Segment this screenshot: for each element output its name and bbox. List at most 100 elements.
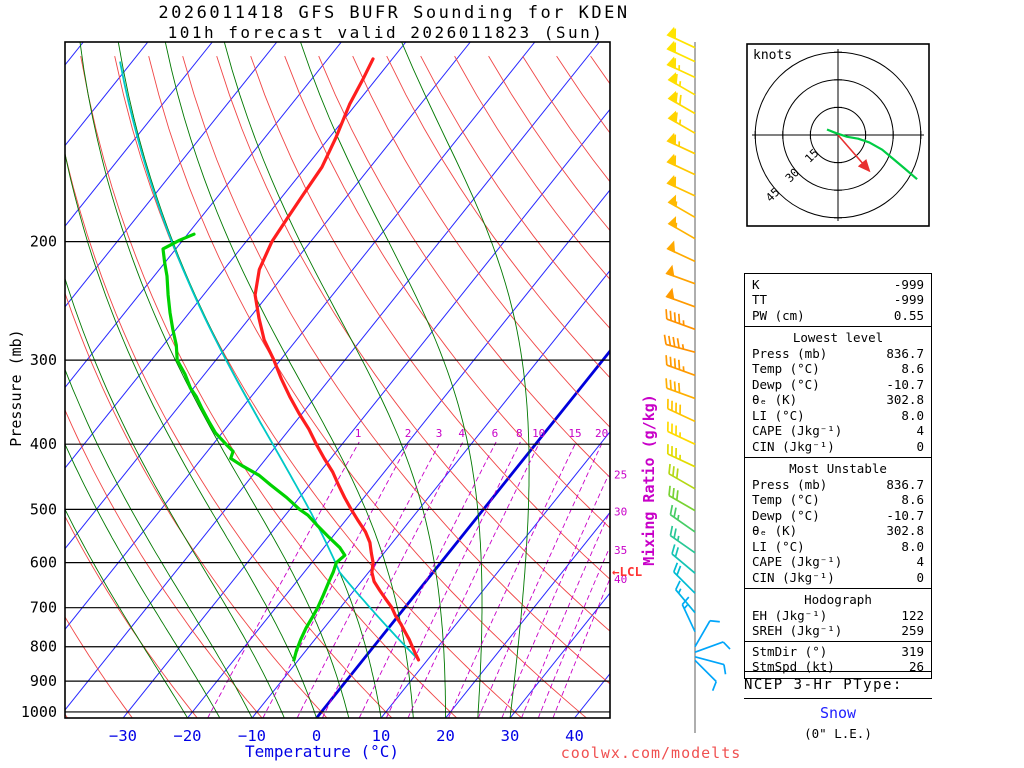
mixing-ratio-line xyxy=(321,441,464,718)
stat-value: 8.0 xyxy=(901,407,924,423)
pressure-axis-label: Pressure (mb) xyxy=(7,329,25,447)
stat-section-header: Lowest level xyxy=(792,329,884,345)
stat-value: 0 xyxy=(916,569,924,585)
stat-label: CAPE (Jkg⁻¹) xyxy=(752,554,843,569)
stat-value: 4 xyxy=(916,554,924,569)
temperature-tick-label: 40 xyxy=(565,727,584,745)
dry-adiabat xyxy=(454,55,610,281)
stat-row: CIN (Jkg⁻¹) 0 xyxy=(745,570,931,586)
pressure-tick-label: 900 xyxy=(30,672,57,690)
moist-adiabat xyxy=(65,508,188,718)
stat-value: 4 xyxy=(916,423,924,438)
wind-barb xyxy=(694,659,718,692)
stat-value: 302.8 xyxy=(886,523,924,538)
ptype-title: NCEP 3-Hr PType: xyxy=(744,674,932,699)
lcl-marker: ←LCL xyxy=(612,564,643,579)
stats-panel: K -999 TT -999 PW (cm) 0.55 Lowest level Press … xyxy=(744,272,932,679)
temperature-tick-label: −30 xyxy=(109,727,137,745)
storm-motion-arrow xyxy=(837,134,871,173)
isotherm xyxy=(251,269,610,718)
wind-barb xyxy=(694,641,731,653)
stat-section: Hodograph EH (Jkg⁻¹) 122 SREH (Jkg⁻¹) 259 Stm… xyxy=(744,587,932,679)
mixing-ratio-value-label: 4 xyxy=(458,427,465,440)
stat-row: Press (mb) 836.7 xyxy=(745,477,931,493)
wind-barb xyxy=(666,132,696,155)
stat-row: Dewp (°C) -10.7 xyxy=(745,377,931,393)
stat-row: Temp (°C) 8.6 xyxy=(745,361,931,377)
stat-value: -10.7 xyxy=(886,376,924,392)
wind-barb xyxy=(666,40,696,63)
stat-label: LI (°C) xyxy=(752,407,805,423)
pressure-tick-label: 300 xyxy=(30,351,57,369)
dry-adiabat xyxy=(216,55,610,632)
hodograph-trace xyxy=(826,128,918,181)
stat-label: CIN (Jkg⁻¹) xyxy=(752,438,835,454)
stat-label: K xyxy=(752,276,760,292)
dry-adiabat xyxy=(318,55,610,478)
moist-adiabat xyxy=(164,42,414,718)
dry-adiabat xyxy=(65,616,133,718)
stat-value: -999 xyxy=(893,276,924,292)
stat-row: Dewp (°C) -10.7 xyxy=(745,508,931,524)
dry-adiabat xyxy=(284,55,610,529)
mixing-ratio-line xyxy=(358,441,497,718)
stat-value: 259 xyxy=(901,623,924,638)
temperature-axis-label: Temperature (°C) xyxy=(244,742,400,761)
dry-adiabat xyxy=(182,55,610,685)
mixing-ratio-line xyxy=(407,441,541,718)
mixing-ratio-value-label: 40 xyxy=(614,573,627,586)
mixing-ratio-value-label: 15 xyxy=(568,427,581,440)
stat-value: 8.6 xyxy=(901,361,924,376)
mixing-ratio-value-label: 3 xyxy=(436,427,443,440)
isotherm xyxy=(65,42,471,550)
temperature-tick-label: 0 xyxy=(312,727,321,745)
stat-value: 8.0 xyxy=(901,538,924,554)
mixing-ratio-line xyxy=(385,441,521,718)
isotherm xyxy=(65,42,407,469)
chart-title: 2026011418 GFS BUFR Sounding for KDEN xyxy=(158,3,630,23)
mixing-ratio-line xyxy=(448,441,577,718)
temperature-tick-label: 30 xyxy=(501,727,520,745)
mixing-ratio-value-label: 25 xyxy=(614,468,627,481)
mixing-ratio-line xyxy=(501,475,609,718)
stat-row: θₑ (K) 302.8 xyxy=(745,392,931,408)
wind-barb xyxy=(671,544,696,574)
background-isopleths xyxy=(65,42,610,718)
wind-barb xyxy=(668,485,696,512)
mixing-ratio-labels: 1 2 3 4 6 8 10 15 20 25 30 35 40 xyxy=(355,427,628,586)
wind-barb xyxy=(665,264,696,285)
mixing-ratio-value-label: 35 xyxy=(614,544,627,557)
stat-row: Press (mb) 836.7 xyxy=(745,346,931,362)
stat-row: θₑ (K) 302.8 xyxy=(745,523,931,539)
isotherm xyxy=(65,42,342,389)
stat-label: TT xyxy=(752,292,768,307)
wind-barb-column xyxy=(663,26,731,733)
stat-label: CIN (Jkg⁻¹) xyxy=(752,569,835,585)
stat-row: StmDir (°) 319 xyxy=(745,644,931,660)
mixing-ratio-line xyxy=(477,441,604,718)
stat-row: K -999 xyxy=(745,277,931,293)
mixing-ratio-line xyxy=(296,441,441,718)
pressure-tick-label: 600 xyxy=(30,554,57,572)
stat-label: θₑ (K) xyxy=(752,523,798,538)
stat-label: Temp (°C) xyxy=(752,492,820,507)
temperature-curve xyxy=(253,57,421,662)
chart-subtitle: 101h forecast valid 2026011823 (Sun) xyxy=(167,23,605,42)
stat-value: 319 xyxy=(901,643,924,659)
dry-adiabat xyxy=(65,151,393,718)
stat-row: CIN (Jkg⁻¹) 0 xyxy=(745,439,931,455)
stat-label: Dewp (°C) xyxy=(752,507,820,523)
mixing-ratio-value-label: 20 xyxy=(595,427,608,440)
stat-label: Dewp (°C) xyxy=(752,376,820,392)
stat-row: EH (Jkg⁻¹) 122 xyxy=(745,608,931,624)
wind-barb xyxy=(667,110,696,134)
stat-value: 122 xyxy=(901,607,924,623)
stat-row: LI (°C) 8.0 xyxy=(745,539,931,555)
wind-barb xyxy=(666,421,696,445)
wind-barb xyxy=(665,378,696,400)
wind-barb xyxy=(665,309,696,331)
mixing-ratio-axis-label: Mixing Ratio (g/kg) xyxy=(640,394,658,566)
sounding-curves xyxy=(119,57,421,662)
ptype-panel: NCEP 3-Hr PType: Snow (0" L.E.) xyxy=(744,671,932,741)
